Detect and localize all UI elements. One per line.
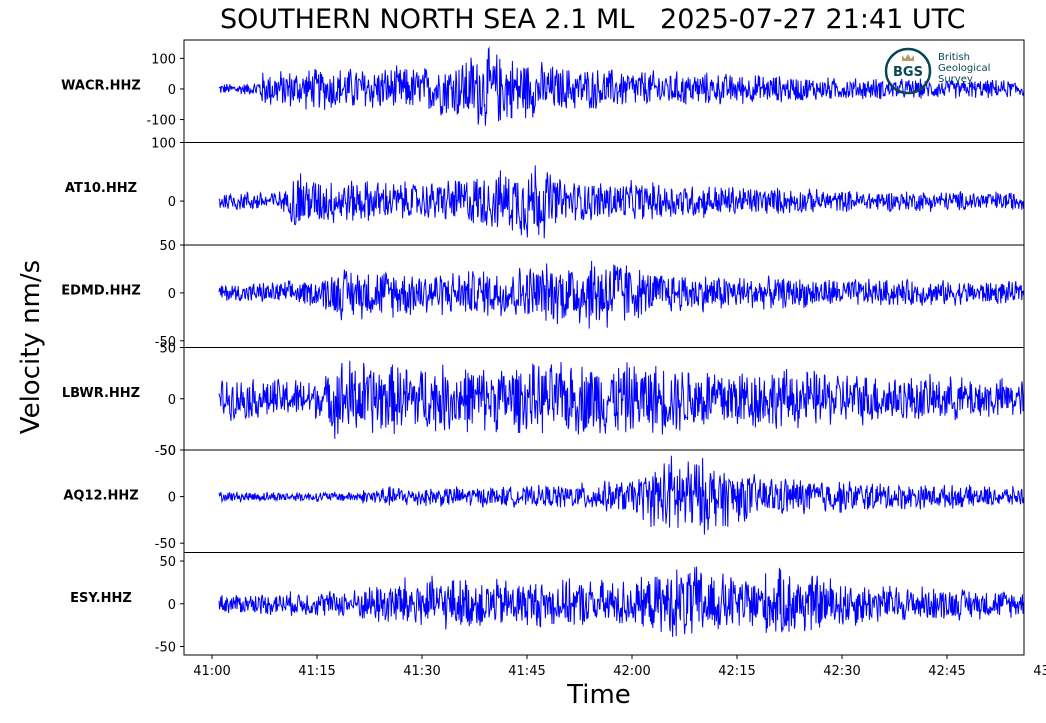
station-label: EDMD.HHZ xyxy=(61,283,141,298)
station-label: AT10.HHZ xyxy=(65,181,137,196)
logo-line-2: Geological xyxy=(938,63,991,74)
trace-at10-hhz xyxy=(218,165,1024,239)
ytick-label: 0 xyxy=(168,393,176,408)
chart-title: SOUTHERN NORTH SEA 2.1 ML 2025-07-27 21:… xyxy=(220,4,966,35)
bgs-logo: BGS xyxy=(884,46,1014,96)
xtick-label: 42:15 xyxy=(718,664,755,679)
ytick-label: -50 xyxy=(155,335,176,350)
panel-frame-4 xyxy=(183,347,1025,451)
ytick-label: 0 xyxy=(168,491,176,506)
ytick-label: 0 xyxy=(168,598,176,613)
logo-wordmark: British Geological Survey xyxy=(938,52,990,85)
ytick-label: 50 xyxy=(159,555,176,570)
ytick-label: 100 xyxy=(151,137,176,152)
logo-abbr: BGS xyxy=(893,65,923,80)
trace-lbwr-hhz xyxy=(218,360,1024,439)
station-label: LBWR.HHZ xyxy=(62,386,140,401)
xtick-label: 41:00 xyxy=(193,664,230,679)
xtick-label: 41:30 xyxy=(403,664,440,679)
ytick-label: 0 xyxy=(168,83,176,98)
station-label: WACR.HHZ xyxy=(61,78,141,93)
xtick-label: 43:00 xyxy=(1033,664,1046,679)
ytick-label: 50 xyxy=(159,239,176,254)
ytick-label: 50 xyxy=(159,342,176,357)
station-label: AQ12.HHZ xyxy=(63,488,138,503)
ytick-label: -50 xyxy=(155,444,176,459)
ytick-label: 100 xyxy=(151,52,176,67)
xtick-label: 41:15 xyxy=(298,664,335,679)
panel-frame-2 xyxy=(183,142,1025,246)
trace-esy-hhz xyxy=(218,566,1024,637)
logo-line-3: Survey xyxy=(938,74,973,85)
xtick-label: 42:45 xyxy=(928,664,965,679)
trace-edmd-hhz xyxy=(218,260,1024,329)
xtick-label: 42:30 xyxy=(823,664,860,679)
ytick-label: -50 xyxy=(155,537,176,552)
station-label: ESY.HHZ xyxy=(70,591,132,606)
xtick-label: 42:00 xyxy=(613,664,650,679)
ytick-label: -50 xyxy=(155,640,176,655)
trace-wacr-hhz xyxy=(218,46,1024,126)
ytick-label: 0 xyxy=(168,195,176,210)
logo-line-1: British xyxy=(938,52,970,63)
ytick-label: 0 xyxy=(168,287,176,302)
bgs-emblem-icon: BGS xyxy=(884,47,932,95)
trace-aq12-hhz xyxy=(218,455,1024,535)
xtick-label: 41:45 xyxy=(508,664,545,679)
x-axis-label: Time xyxy=(567,680,631,710)
ytick-label: -100 xyxy=(146,114,176,129)
ytick-label: 50 xyxy=(159,444,176,459)
